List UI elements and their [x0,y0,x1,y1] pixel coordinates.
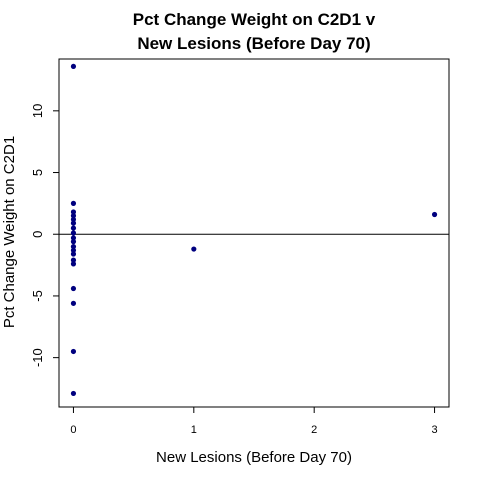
data-point [70,225,77,231]
data-point [191,246,197,252]
data-point [70,209,77,215]
data-point [70,390,77,397]
plot-frame [58,58,450,408]
data-point [70,239,77,245]
data-point [70,220,77,226]
data-point [70,63,77,70]
x-tick-label: 1 [191,424,197,436]
data-point [70,261,77,267]
x-axis-label: New Lesions (Before Day 70) [156,449,352,466]
data-point [70,243,77,250]
y-axis: -10 -5 0 5 10 [30,104,59,367]
data-point [70,213,77,219]
data-points [70,63,438,397]
x-tick-label: 2 [311,424,317,436]
y-tick-label: -10 [30,348,45,367]
y-tick-label: 5 [30,169,45,176]
chart-title-line-2: New Lesions (Before Day 70) [137,34,370,53]
data-point [70,300,77,306]
x-axis: 0 1 2 3 [70,407,438,436]
data-point [70,230,77,236]
data-point [70,257,77,263]
x-tick-label: 0 [70,424,76,436]
y-tick-label: 0 [30,231,45,238]
data-point [70,251,77,257]
data-point [70,285,77,292]
y-tick-label: -5 [30,290,45,302]
data-point [431,211,438,218]
data-point [70,247,77,253]
y-axis-label: Pct Change Weight on C2D1 [1,136,18,328]
x-tick-label: 3 [431,424,437,436]
data-point [70,200,77,206]
data-point [70,216,77,223]
data-point [70,235,77,241]
chart-title-line-1: Pct Change Weight on C2D1 v [133,10,376,29]
data-point [70,348,77,355]
y-tick-label: 10 [30,104,45,118]
